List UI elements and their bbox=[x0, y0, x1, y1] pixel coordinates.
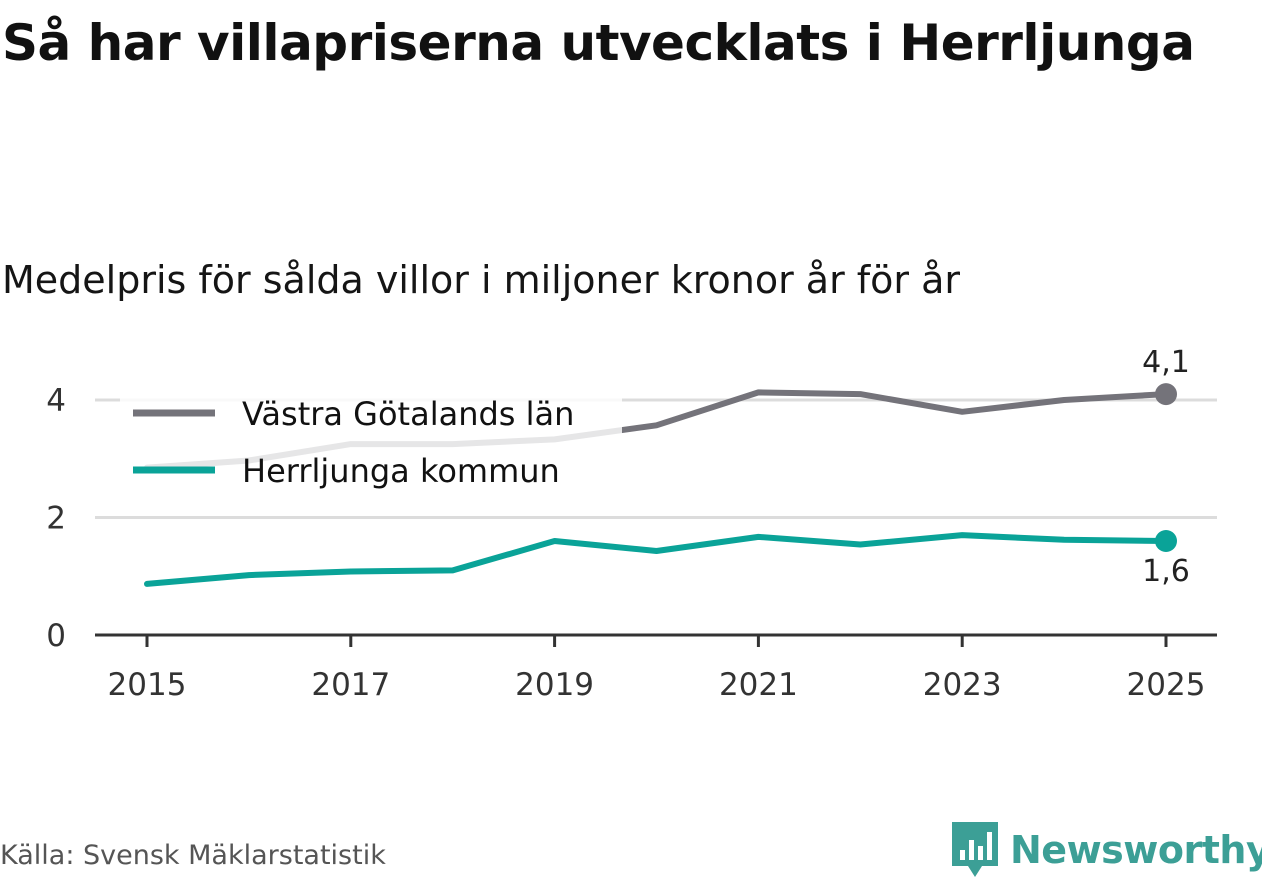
brand-name: Newsworthy bbox=[1010, 828, 1262, 872]
x-tick-label-2017: 2017 bbox=[311, 667, 390, 703]
end-markers: 4,1 1,6 bbox=[1142, 345, 1190, 589]
legend: Västra Götalands län Herrljunga kommun bbox=[120, 378, 622, 498]
x-tick-label-2021: 2021 bbox=[719, 667, 798, 703]
chart-title: Så har villapriserna utvecklats i Herrlj… bbox=[2, 14, 1195, 72]
brand[interactable]: Newsworthy bbox=[950, 820, 1262, 880]
source-note: Källa: Svensk Mäklarstatistik bbox=[0, 840, 386, 871]
series-line-1 bbox=[144, 532, 1169, 587]
x-tick-label-2023: 2023 bbox=[923, 667, 1002, 703]
end-marker-0 bbox=[1155, 383, 1177, 406]
x-tick-label-2015: 2015 bbox=[108, 667, 187, 703]
y-tick-label-4: 4 bbox=[46, 383, 66, 419]
end-label-0: 4,1 bbox=[1142, 345, 1190, 380]
y-tick-label-2: 2 bbox=[46, 501, 66, 537]
newsworthy-logo-icon bbox=[952, 822, 998, 877]
legend-label-herrljunga: Herrljunga kommun bbox=[242, 452, 560, 490]
x-tick-label-2025: 2025 bbox=[1127, 667, 1206, 703]
x-tick-label-2019: 2019 bbox=[515, 667, 594, 703]
y-tick-label-0: 0 bbox=[46, 618, 66, 654]
chart-subtitle: Medelpris för sålda villor i miljoner kr… bbox=[2, 258, 961, 302]
axes: 0 2 4 2015 2017 2019 2021 2023 2025 bbox=[46, 383, 1217, 703]
legend-background bbox=[120, 378, 622, 498]
legend-label-vastra-gotaland: Västra Götalands län bbox=[242, 395, 574, 433]
end-label-1: 1,6 bbox=[1142, 554, 1190, 589]
end-marker-1 bbox=[1155, 530, 1177, 552]
